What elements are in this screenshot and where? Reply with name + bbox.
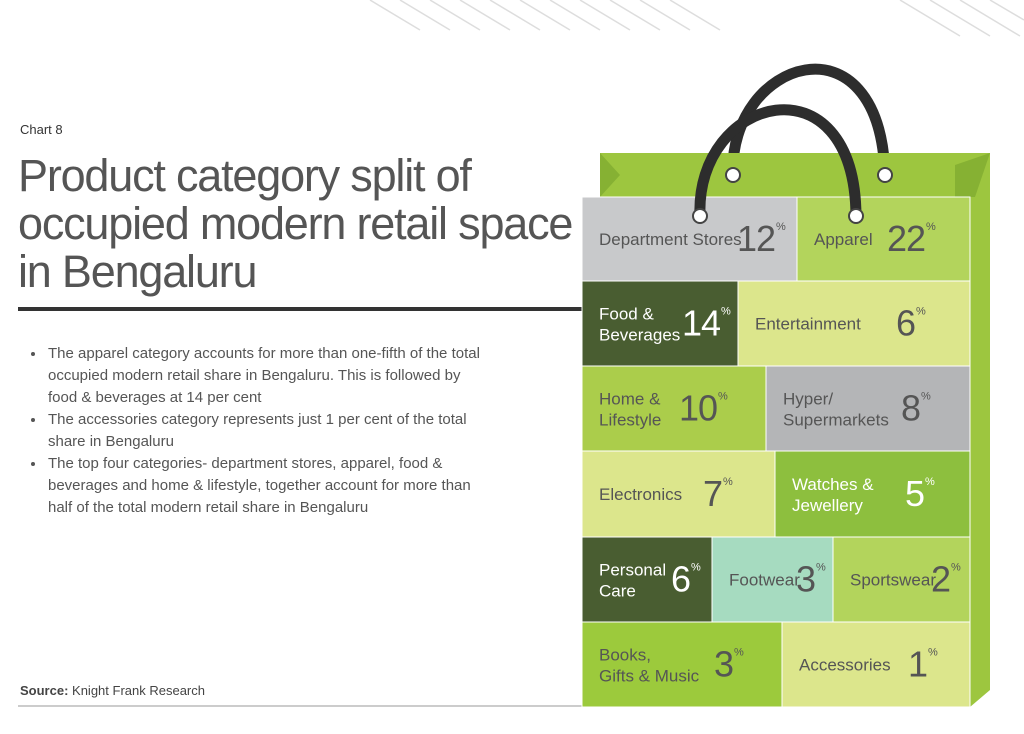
tile-label-line: Food & [599,305,654,324]
bag-eyelet [725,167,741,183]
tile-value: 7 [703,473,722,514]
tile [581,621,783,708]
tile [737,280,971,367]
tile-label: Books, Gifts & Music [599,646,700,686]
tile-value: 10 [679,388,717,429]
tile-label: Watches & Jewellery [792,475,874,515]
bag-side-fold [955,153,990,197]
tile-unit: % [925,476,935,488]
tile-value: 2 [931,559,950,600]
tile-unit: % [916,306,926,318]
chart-label: Chart 8 [20,122,63,137]
tile-value: 6 [671,559,690,600]
tile-label-line: Watches & [792,475,874,494]
tile-label-line: Care [599,582,636,601]
tile-label-line: Personal [599,561,666,580]
tile-label-line: Hyper/ [783,390,833,409]
tile-label: Home & Lifestyle [599,390,661,430]
notes: The apparel category accounts for more t… [22,343,486,519]
tile-label: Footwear [729,571,800,590]
tile-value: 12 [737,218,775,259]
tile-unit: % [928,647,938,659]
tile-unit: % [816,562,826,574]
tile-unit: % [718,391,728,403]
chart-title: Product category split of occupied moder… [18,150,573,297]
tile-value: 5 [905,473,924,514]
bag-back [600,153,990,197]
tile-value: 3 [796,559,815,600]
tile-label-line: Lifestyle [599,411,661,430]
bag-handle [694,104,862,217]
tile-label: Food & Beverages [599,305,680,345]
note: The top four categories- department stor… [46,453,486,519]
tile-unit: % [721,306,731,318]
tile-value: 6 [896,303,915,344]
note: The accessories category represents just… [46,409,486,453]
tile-unit: % [926,221,936,233]
tile-label-line: Supermarkets [783,411,889,430]
tile [581,450,776,538]
tile-label-line: Books, [599,646,651,665]
tile-label: Department Stores [599,230,742,249]
tile-label: Hyper/Supermarkets [783,390,889,430]
source: Source: Knight Frank Research [20,683,205,698]
tile [796,196,971,282]
bag-eyelet [692,208,708,224]
tile [774,450,971,538]
tile-value: 22 [887,218,925,259]
tile-label: Electronics [599,485,682,504]
decor-hatch [369,0,1024,37]
bag-fold [600,153,620,197]
tile-unit: % [951,562,961,574]
tile-label-line: Gifts & Music [599,667,700,686]
tile-label: Entertainment [755,315,861,334]
tile [581,280,739,367]
tile-value: 14 [682,303,720,344]
tile-unit: % [734,647,744,659]
bag-eyelet [848,208,864,224]
tile-value: 8 [901,388,920,429]
tile [781,621,971,708]
tile-value: 1 [908,644,927,685]
tile-label: Sportswear [850,571,936,590]
tile-unit: % [921,391,931,403]
source-label: Source: [20,683,69,698]
tile-value: 3 [714,644,733,685]
tile-unit: % [776,221,786,233]
tile-unit: % [691,562,701,574]
tile-label-line: Beverages [599,326,680,345]
source-text: Knight Frank Research [72,683,205,698]
tile-label-line: Jewellery [792,496,863,515]
tile [765,365,971,452]
tile-unit: % [723,476,733,488]
note: The apparel category accounts for more t… [46,343,486,409]
tile-label: Accessories [799,656,891,675]
tile [581,365,767,452]
tile [581,196,798,282]
tile [581,536,713,623]
tile-label: Apparel [814,230,873,249]
bag-eyelet [877,167,893,183]
tile-label: Personal Care [599,561,666,601]
tile [832,536,971,623]
tile [711,536,834,623]
tile-label-line: Home & [599,390,661,409]
